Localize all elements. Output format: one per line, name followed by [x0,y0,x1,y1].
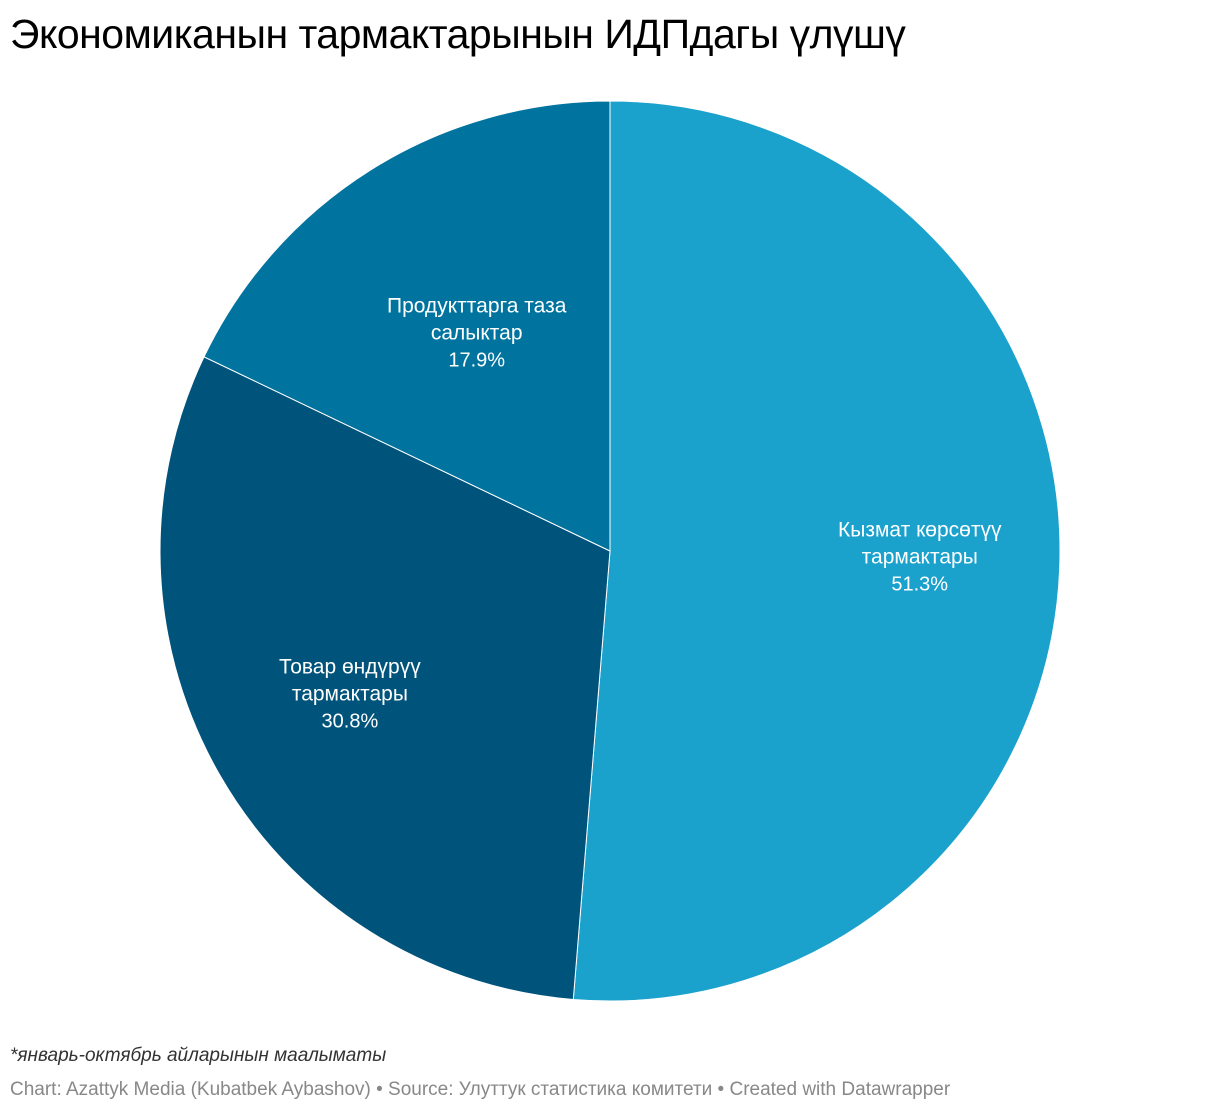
slice-value-label: 51.3% [891,574,948,596]
footnote: *январь-октябрь айларынын маалыматы [10,1045,387,1066]
slice-label-name-line: тармактары [292,682,408,705]
chart-credits: Chart: Azattyk Media (Kubatbek Aybashov)… [10,1079,951,1100]
slice-value-label: 17.9% [448,349,505,371]
pie-slice-3 [203,100,611,552]
slice-label-name-line: Товар өндүрүү [279,655,421,678]
slice-label-2: Товар өндүрүү тармактары 30.8% [279,655,421,732]
pie-slice-2 [159,356,611,1001]
pie-labels: Кызмат көрсөтүү тармактары 51.3% Товар өндү… [279,294,1002,732]
slice-label-name-line: Продукттарга таза [387,294,567,317]
chart-title: Экономиканын тармактарынын ИДПдагы үлүшү [10,11,906,57]
slice-value-label: 30.8% [322,710,379,732]
slice-label-name-line: салыктар [431,321,523,344]
pie-slice-1 [572,100,1061,1002]
slice-label-3: Продукттарга таза салыктар 17.9% [387,294,567,371]
pie-slices [159,100,1061,1002]
slice-label-name-line: тармактары [862,546,978,569]
slice-label-1: Кызмат көрсөтүү тармактары 51.3% [838,519,1002,596]
slice-label-name-line: Кызмат көрсөтүү [838,519,1002,542]
